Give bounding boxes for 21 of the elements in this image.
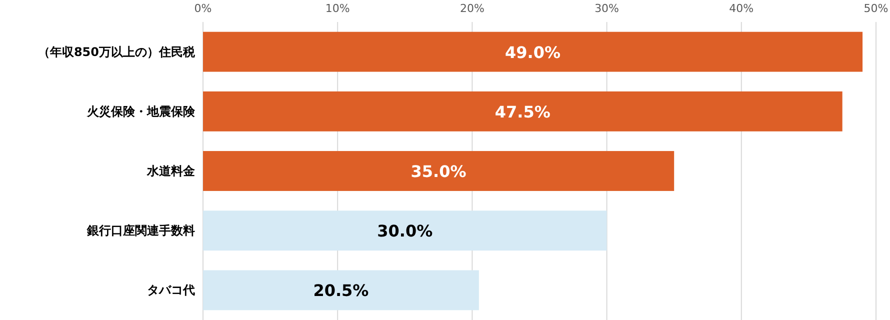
- bar: [203, 210, 607, 251]
- y-tick-label: （年収850万以上の）住民税: [38, 44, 196, 59]
- y-tick-label: 銀行口座関連手数料: [86, 224, 195, 238]
- x-tick-label: 0%: [194, 2, 212, 15]
- x-tick-label: 10%: [325, 2, 350, 15]
- data-label: 35.0%: [410, 162, 466, 181]
- bar: [203, 91, 842, 132]
- y-tick-label: タバコ代: [147, 283, 195, 298]
- bar: [203, 32, 863, 72]
- x-tick-label: 30%: [594, 2, 620, 15]
- data-label: 49.0%: [505, 42, 561, 62]
- bar: [203, 151, 674, 191]
- y-tick-label: 水道料金: [146, 164, 196, 178]
- data-label: 47.5%: [494, 102, 550, 122]
- data-label: 30.0%: [377, 222, 433, 241]
- x-tick-label: 40%: [729, 2, 754, 15]
- y-tick-label: 火災保険・地震保険: [86, 104, 196, 118]
- x-tick-label: 50%: [864, 2, 888, 15]
- bar: [203, 270, 479, 310]
- data-label: 20.5%: [313, 281, 369, 300]
- x-tick-label: 20%: [460, 2, 484, 15]
